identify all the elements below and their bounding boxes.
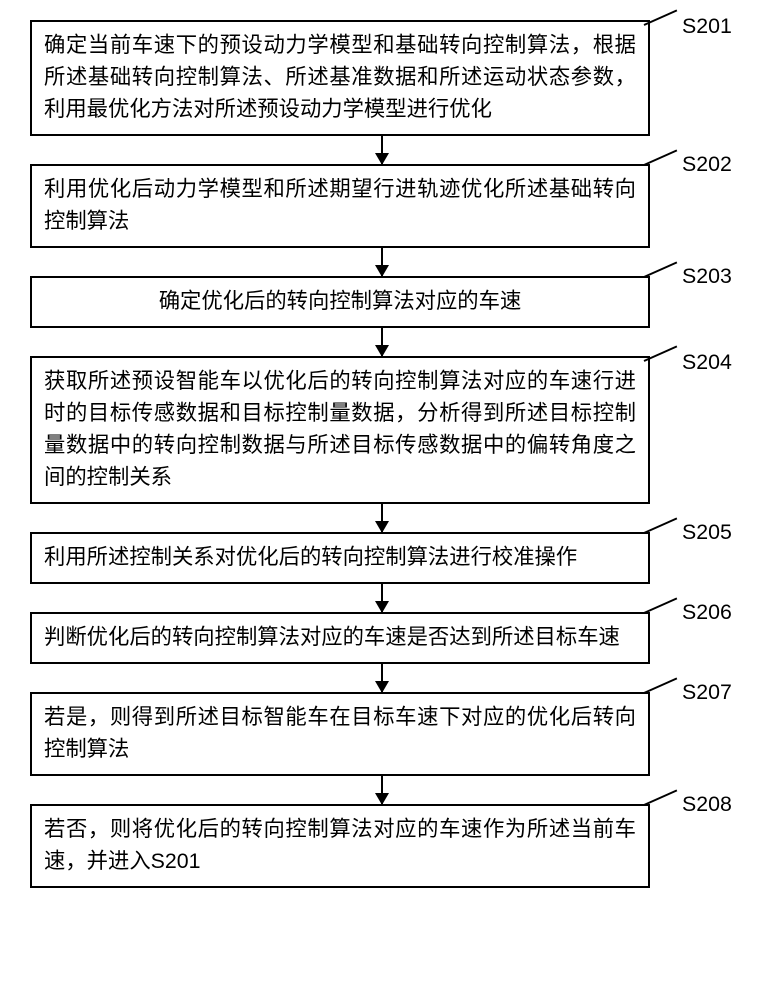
- flow-connector: [72, 248, 692, 276]
- flow-step-row: 若是，则得到所述目标智能车在目标车速下对应的优化后转向控制算法S207: [30, 692, 733, 776]
- flow-step-row: 确定优化后的转向控制算法对应的车速S203: [30, 276, 733, 328]
- step-label: S205: [682, 520, 732, 545]
- step-label: S203: [682, 264, 732, 289]
- flow-step-row: 利用所述控制关系对优化后的转向控制算法进行校准操作S205: [30, 532, 733, 584]
- flow-connector: [72, 664, 692, 692]
- flow-step-box: 判断优化后的转向控制算法对应的车速是否达到所述目标车速: [30, 612, 650, 664]
- flow-step-box: 确定当前车速下的预设动力学模型和基础转向控制算法，根据所述基础转向控制算法、所述…: [30, 20, 650, 136]
- step-label: S204: [682, 350, 732, 375]
- step-label: S201: [682, 14, 732, 39]
- flow-step-row: 判断优化后的转向控制算法对应的车速是否达到所述目标车速S206: [30, 612, 733, 664]
- flow-step-box: 利用所述控制关系对优化后的转向控制算法进行校准操作: [30, 532, 650, 584]
- flow-step-box: 若是，则得到所述目标智能车在目标车速下对应的优化后转向控制算法: [30, 692, 650, 776]
- step-label: S206: [682, 600, 732, 625]
- flow-step-row: 利用优化后动力学模型和所述期望行进轨迹优化所述基础转向控制算法S202: [30, 164, 733, 248]
- flow-step-box: 确定优化后的转向控制算法对应的车速: [30, 276, 650, 328]
- flow-connector: [72, 584, 692, 612]
- flow-step-box: 若否，则将优化后的转向控制算法对应的车速作为所述当前车速，并进入S201: [30, 804, 650, 888]
- flow-step-box: 获取所述预设智能车以优化后的转向控制算法对应的车速行进时的目标传感数据和目标控制…: [30, 356, 650, 504]
- flow-connector: [72, 136, 692, 164]
- flow-step-row: 若否，则将优化后的转向控制算法对应的车速作为所述当前车速，并进入S201S208: [30, 804, 733, 888]
- flow-step-box: 利用优化后动力学模型和所述期望行进轨迹优化所述基础转向控制算法: [30, 164, 650, 248]
- step-label: S202: [682, 152, 732, 177]
- flow-step-row: 获取所述预设智能车以优化后的转向控制算法对应的车速行进时的目标传感数据和目标控制…: [30, 356, 733, 504]
- step-label-connector: [644, 9, 678, 25]
- step-label: S207: [682, 680, 732, 705]
- flow-connector: [72, 328, 692, 356]
- flow-connector: [72, 776, 692, 804]
- step-label: S208: [682, 792, 732, 817]
- flowchart-container: 确定当前车速下的预设动力学模型和基础转向控制算法，根据所述基础转向控制算法、所述…: [30, 20, 733, 888]
- flow-connector: [72, 504, 692, 532]
- flow-step-row: 确定当前车速下的预设动力学模型和基础转向控制算法，根据所述基础转向控制算法、所述…: [30, 20, 733, 136]
